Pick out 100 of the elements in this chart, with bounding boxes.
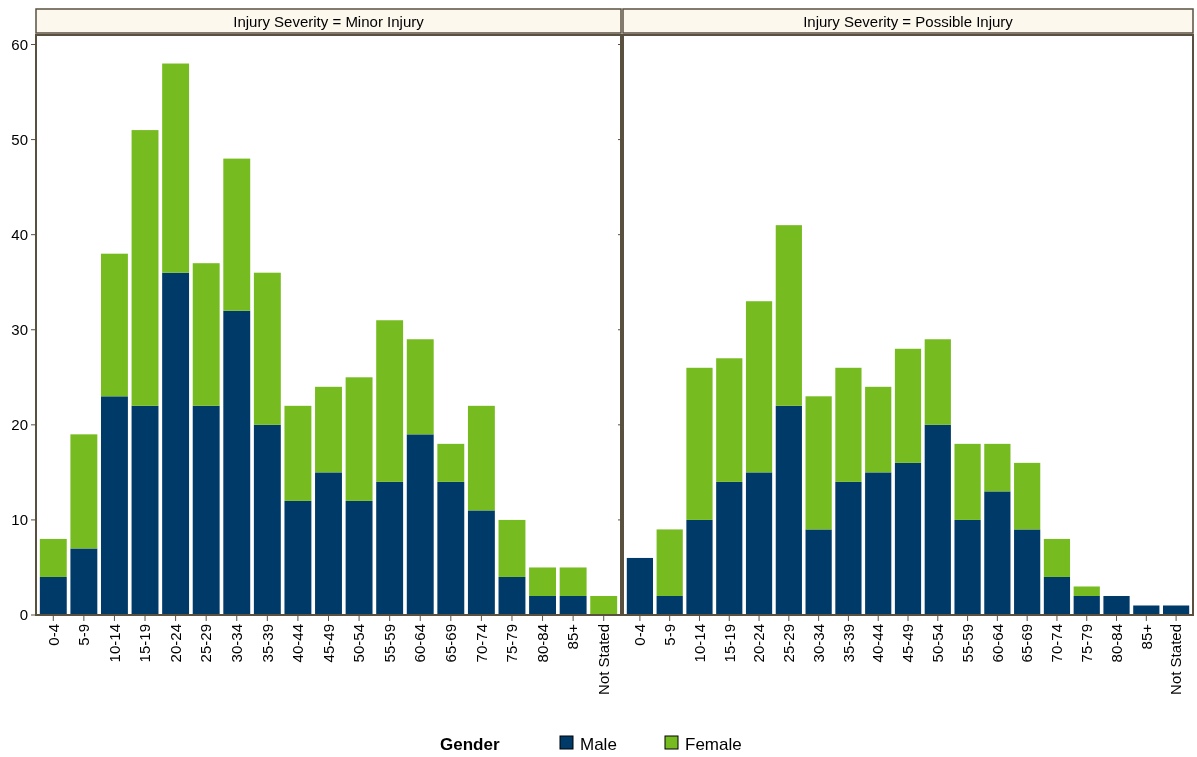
bar	[1073, 586, 1100, 596]
bar	[894, 462, 922, 615]
bar	[559, 567, 587, 596]
legend-label: Male	[580, 735, 617, 754]
y-tick-label: 40	[11, 225, 28, 243]
x-tick-label: 85+	[1137, 623, 1155, 650]
x-tick-label: Not Stated	[1167, 624, 1185, 695]
bar	[437, 443, 465, 482]
x-tick-label: 0-4	[44, 624, 62, 646]
y-tick-label: 50	[11, 130, 28, 148]
bar	[253, 272, 281, 425]
y-tick-label: 10	[11, 511, 28, 529]
bar	[745, 301, 773, 473]
y-tick-label: 30	[11, 321, 28, 338]
bar	[529, 595, 557, 615]
x-tick-label: 40-44	[289, 624, 307, 663]
bar	[1043, 538, 1071, 577]
x-tick-label: 15-19	[136, 624, 154, 663]
x-tick-label: 50-54	[350, 624, 368, 663]
y-tick-label: 0	[19, 606, 28, 624]
bar	[100, 253, 128, 397]
legend-label: Female	[685, 735, 742, 754]
bar	[100, 396, 128, 615]
bar	[656, 595, 683, 615]
bar	[345, 500, 373, 615]
bar	[467, 510, 495, 615]
x-tick-label: 25-29	[780, 624, 798, 663]
x-tick-label: 80-84	[1107, 624, 1125, 663]
bar	[529, 567, 557, 596]
x-tick-label: 40-44	[869, 624, 887, 663]
x-tick-label: 55-59	[380, 624, 398, 663]
bar	[1163, 605, 1190, 615]
bar	[284, 500, 312, 615]
x-tick-label: 0-4	[631, 624, 649, 646]
bar	[253, 424, 281, 615]
bar	[345, 377, 373, 501]
bar	[835, 481, 862, 615]
bar	[223, 310, 251, 615]
x-tick-label: 45-49	[319, 624, 337, 663]
bar	[131, 405, 159, 615]
bar	[406, 434, 434, 615]
bar	[162, 272, 190, 615]
x-tick-label: 30-34	[228, 624, 246, 663]
chart-title: Injury Severity = Minor Injury	[233, 13, 425, 30]
bar	[192, 263, 220, 406]
x-tick-label: 75-79	[503, 624, 521, 663]
x-tick-label: 75-79	[1077, 624, 1095, 663]
bar	[865, 386, 892, 473]
bar	[686, 367, 713, 520]
bar	[984, 443, 1011, 492]
bar	[162, 63, 190, 273]
bar	[1014, 529, 1041, 615]
x-tick-label: 5-9	[75, 624, 93, 646]
bar	[924, 339, 951, 425]
bar	[924, 424, 951, 615]
bar	[39, 576, 67, 615]
x-tick-label: 10-14	[105, 624, 123, 663]
y-tick-label: 60	[11, 35, 28, 53]
bar	[1133, 605, 1160, 615]
bar	[686, 519, 713, 615]
x-tick-label: 70-74	[472, 624, 490, 663]
bar	[1043, 576, 1071, 615]
x-tick-label: 35-39	[258, 624, 276, 663]
bar	[376, 481, 404, 615]
x-tick-label: 60-64	[988, 624, 1006, 663]
x-tick-label: 15-19	[720, 624, 738, 663]
x-tick-label: 55-59	[958, 624, 976, 663]
x-tick-label: 35-39	[839, 624, 857, 663]
bar	[70, 548, 98, 615]
x-tick-label: 80-84	[533, 624, 551, 663]
x-tick-label: 30-34	[809, 624, 827, 663]
x-tick-label: 65-69	[1018, 624, 1036, 663]
bar	[590, 595, 618, 615]
bar	[376, 320, 404, 482]
bar	[626, 557, 653, 615]
bar	[775, 405, 802, 615]
chart-title: Injury Severity = Possible Injury	[803, 13, 1014, 30]
bar	[559, 595, 587, 615]
bar	[192, 405, 220, 615]
x-tick-label: 20-24	[750, 624, 768, 663]
x-tick-label: 25-29	[197, 624, 215, 663]
bar	[835, 367, 862, 482]
x-tick-label: 10-14	[690, 624, 708, 663]
x-tick-label: Not Stated	[594, 624, 612, 695]
bar	[131, 130, 159, 406]
bar	[745, 472, 773, 615]
bar	[775, 225, 802, 406]
bar	[1103, 595, 1130, 615]
bar	[223, 158, 251, 311]
bar	[70, 434, 98, 549]
legend-title: Gender	[440, 735, 500, 754]
bar	[954, 443, 981, 520]
bar	[284, 405, 312, 501]
x-tick-label: 50-54	[929, 624, 947, 663]
bar	[805, 529, 832, 615]
bar	[498, 576, 526, 615]
bar	[467, 405, 495, 511]
bar	[954, 519, 981, 615]
bar	[894, 348, 922, 463]
y-tick-label: 20	[11, 416, 28, 434]
